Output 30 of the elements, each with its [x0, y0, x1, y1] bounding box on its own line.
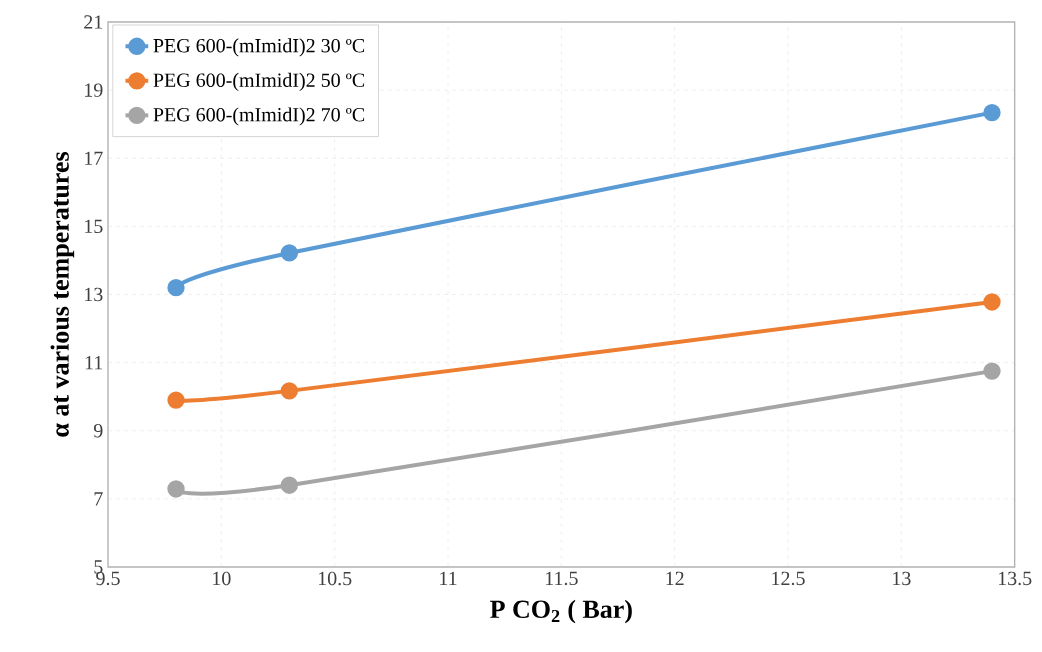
x-tick-label: 10.5: [318, 571, 352, 586]
point: [280, 382, 299, 400]
y-tick-label: 19: [85, 83, 103, 97]
point: [280, 244, 299, 262]
y-tick-label: 11: [85, 356, 103, 370]
point: [167, 279, 185, 297]
x-tick-label: 11.5: [545, 571, 578, 586]
x-axis-title: P CO$_{2}$ ( Bar): [490, 599, 632, 624]
x-tick-label: 12: [666, 571, 684, 585]
y-tick-label: 13: [85, 287, 103, 302]
point: [167, 391, 185, 409]
point: [167, 480, 185, 498]
y-tick-label: 15: [85, 219, 103, 234]
x-tick-label: 10: [213, 571, 231, 586]
y-tick-label: 7: [94, 492, 103, 506]
point: [983, 293, 1001, 311]
y-tick-label: 21: [84, 15, 103, 29]
point: [280, 476, 299, 494]
legend-label: PEG 600-(mImidI)2 50 ºC: [153, 72, 365, 91]
x-tick-label: 11: [440, 571, 457, 585]
point: [983, 103, 1001, 122]
y-tick-label: 9: [93, 424, 103, 438]
y-axis-title: α at various temperatures: [50, 152, 75, 437]
x-tick-label: 13: [893, 571, 911, 586]
x-tick-label: 13.5: [998, 571, 1032, 586]
legend-label: PEG 600-(mImidI)2 70 ºC: [153, 107, 365, 126]
legend-label: PEG 600-(mImidI)2 30 ºC: [153, 38, 365, 57]
x-tick-label: 12.5: [772, 571, 805, 586]
y-tick-label: 17: [85, 151, 103, 165]
point: [983, 362, 1001, 380]
